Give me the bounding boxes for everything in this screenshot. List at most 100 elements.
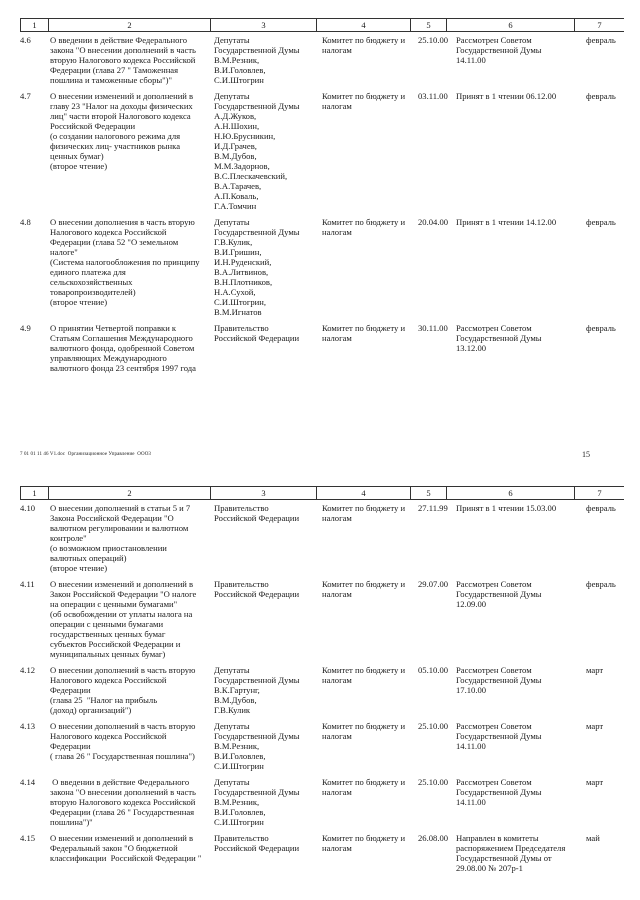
- status: Рассмотрен Советом Государственной Думы …: [456, 721, 542, 751]
- row-number: 4.13: [20, 721, 36, 731]
- bill-title: О внесении дополнений в часть вторую Нал…: [50, 721, 196, 761]
- committee: Комитет по бюджету и налогам: [322, 833, 406, 853]
- planned-month: февраль: [586, 579, 616, 589]
- column-header: 1: [20, 487, 48, 499]
- table-row: 4.12 О внесении дополнений в часть вторую…: [20, 665, 636, 715]
- planned-month: май: [586, 833, 600, 843]
- status: Направлен в комитеты распоряжением Предс…: [456, 833, 566, 873]
- status: Принят в 1 чтении 15.03.00: [456, 503, 557, 513]
- table-row: 4.9 О принятии Четвертой поправки к Стать…: [20, 323, 636, 373]
- bill-title: О принятии Четвертой поправки к Статьям …: [50, 323, 196, 373]
- column-header: 5: [410, 19, 446, 31]
- bill-title: О внесении изменений и дополнений в глав…: [50, 91, 194, 171]
- bill-title: О введении в действие Федерального закон…: [50, 777, 196, 827]
- footer-file-info: 7 01 01 11 46 V1.doc Организационное Упр…: [20, 452, 152, 457]
- page-number: 15: [582, 450, 590, 459]
- committee: Комитет по бюджету и налогам: [322, 35, 406, 55]
- table-row: 4.14 О введении в действие Федерального …: [20, 777, 636, 827]
- committee: Комитет по бюджету и налогам: [322, 721, 406, 741]
- column-header: 7: [574, 19, 624, 31]
- initiator: Депутаты Государственной Думы А.Д.Жуков,…: [214, 91, 300, 211]
- status: Принят в 1 чтении 14.12.00: [456, 217, 557, 227]
- column-header: 5: [410, 487, 446, 499]
- initiator: Депутаты Государственной Думы В.К.Гартун…: [214, 665, 300, 715]
- table-row: 4.10 О внесении дополнений в статьи 5 и 7…: [20, 503, 636, 573]
- row-number: 4.7: [20, 91, 31, 101]
- bill-title: О внесении изменений и дополнений в Феде…: [50, 833, 202, 863]
- column-header: 6: [446, 487, 574, 499]
- status: Рассмотрен Советом Государственной Думы …: [456, 579, 542, 609]
- bill-title: О внесении дополнения в часть вторую Нал…: [50, 217, 200, 307]
- committee: Комитет по бюджету и налогам: [322, 91, 406, 111]
- committee: Комитет по бюджету и налогам: [322, 777, 406, 797]
- initiator: Депутаты Государственной Думы В.М.Резник…: [214, 35, 300, 85]
- column-header: 7: [574, 487, 624, 499]
- initiator: Правительство Российской Федерации: [214, 323, 300, 343]
- table-body: 4.6 О введении в действие Федерального за…: [20, 35, 636, 379]
- initiator: Депутаты Государственной Думы Г.В.Кулик,…: [214, 217, 300, 317]
- committee: Комитет по бюджету и налогам: [322, 323, 406, 343]
- initiator: Депутаты Государственной Думы В.М.Резник…: [214, 777, 300, 827]
- initiator: Правительство Российской Федерации: [214, 579, 300, 599]
- status: Рассмотрен Советом Государственной Думы …: [456, 35, 542, 65]
- column-header: 2: [48, 487, 210, 499]
- column-header: 2: [48, 19, 210, 31]
- bill-title: О внесении дополнений в статьи 5 и 7 Зак…: [50, 503, 191, 573]
- column-header: 4: [316, 19, 410, 31]
- bill-title: О внесении дополнений в часть вторую Нал…: [50, 665, 196, 715]
- committee: Комитет по бюджету и налогам: [322, 503, 406, 523]
- row-number: 4.14: [20, 777, 36, 787]
- status: Рассмотрен Советом Государственной Думы …: [456, 665, 542, 695]
- planned-month: февраль: [586, 503, 616, 513]
- initiator: Депутаты Государственной Думы В.М.Резник…: [214, 721, 300, 771]
- row-number: 4.11: [20, 579, 35, 589]
- submission-date: 03.11.00: [418, 91, 448, 101]
- row-number: 4.12: [20, 665, 36, 675]
- planned-month: февраль: [586, 35, 616, 45]
- planned-month: февраль: [586, 217, 616, 227]
- planned-month: март: [586, 665, 604, 675]
- bill-title: О внесении изменений и дополнений в Зако…: [50, 579, 197, 659]
- planned-month: март: [586, 721, 604, 731]
- planned-month: февраль: [586, 323, 616, 333]
- submission-date: 05.10.00: [418, 665, 449, 675]
- committee: Комитет по бюджету и налогам: [322, 217, 406, 237]
- submission-date: 30.11.00: [418, 323, 448, 333]
- row-number: 4.9: [20, 323, 31, 333]
- status: Рассмотрен Советом Государственной Думы …: [456, 777, 542, 807]
- planned-month: март: [586, 777, 604, 787]
- table-row: 4.6 О введении в действие Федерального за…: [20, 35, 636, 85]
- committee: Комитет по бюджету и налогам: [322, 579, 406, 599]
- status: Рассмотрен Советом Государственной Думы …: [456, 323, 542, 353]
- table-row: 4.7 О внесении изменений и дополнений в г…: [20, 91, 636, 211]
- committee: Комитет по бюджету и налогам: [322, 665, 406, 685]
- row-number: 4.6: [20, 35, 31, 45]
- table-row: 4.15 О внесении изменений и дополнений в …: [20, 833, 636, 873]
- bill-title: О введении в действие Федерального закон…: [50, 35, 196, 85]
- initiator: Правительство Российской Федерации: [214, 833, 300, 853]
- table-body: 4.10 О внесении дополнений в статьи 5 и 7…: [20, 503, 636, 879]
- submission-date: 25.10.00: [418, 721, 449, 731]
- table-row: 4.13 О внесении дополнений в часть вторую…: [20, 721, 636, 771]
- column-header: 3: [210, 19, 316, 31]
- table-row: 4.8 О внесении дополнения в часть вторую …: [20, 217, 636, 317]
- planned-month: февраль: [586, 91, 616, 101]
- submission-date: 25.10.00: [418, 35, 449, 45]
- column-header: 1: [20, 19, 48, 31]
- row-number: 4.10: [20, 503, 36, 513]
- initiator: Правительство Российской Федерации: [214, 503, 300, 523]
- submission-date: 27.11.99: [418, 503, 448, 513]
- column-header: 6: [446, 19, 574, 31]
- submission-date: 26.08.00: [418, 833, 449, 843]
- submission-date: 29.07.00: [418, 579, 449, 589]
- submission-date: 25.10.00: [418, 777, 449, 787]
- submission-date: 20.04.00: [418, 217, 449, 227]
- row-number: 4.8: [20, 217, 31, 227]
- row-number: 4.15: [20, 833, 36, 843]
- status: Принят в 1 чтении 06.12.00: [456, 91, 557, 101]
- table-row: 4.11 О внесении изменений и дополнений в …: [20, 579, 636, 659]
- column-header: 4: [316, 487, 410, 499]
- column-header: 3: [210, 487, 316, 499]
